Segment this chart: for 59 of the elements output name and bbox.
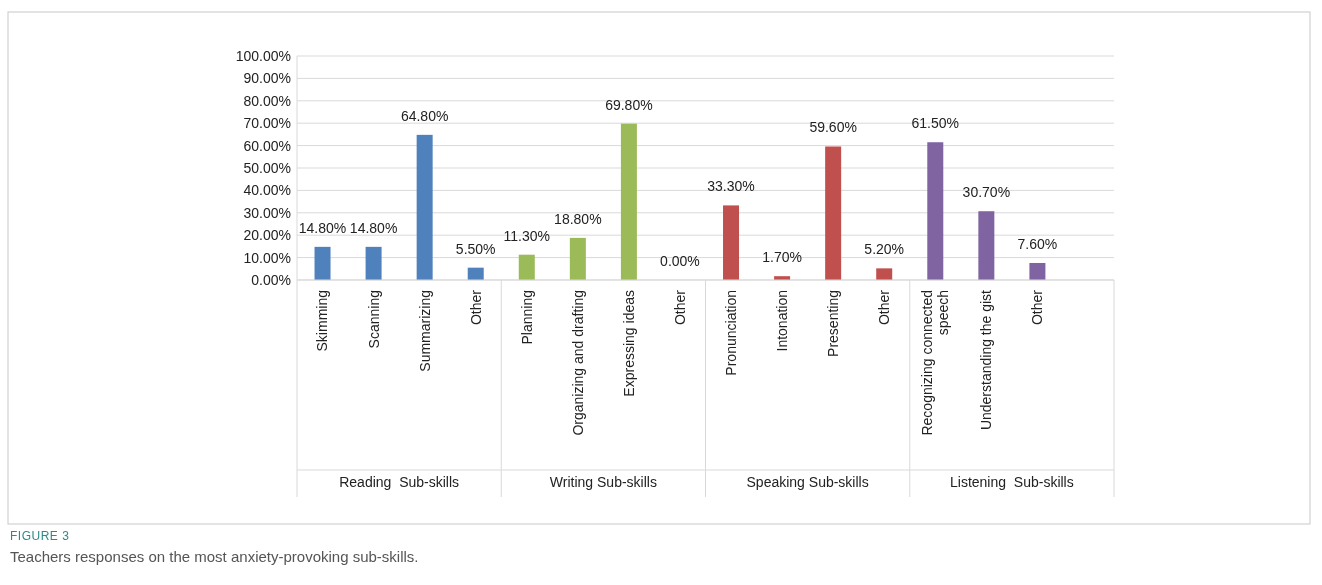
bar: [1029, 262, 1046, 280]
x-tick-label: Organizing and drafting: [569, 290, 586, 436]
data-label: 5.20%: [864, 241, 905, 258]
x-tick-label: Other: [1029, 289, 1046, 326]
x-tick-label: Recognizing connected speech: [919, 290, 951, 436]
x-tick-label: Understanding the gist: [978, 289, 995, 431]
text: Teachers responses on the most anxiety-provoking sub-skills.: [10, 548, 419, 565]
data-label: 64.80%: [400, 107, 449, 124]
x-tick-label: Presenting: [825, 290, 842, 357]
text: Writing Sub-skills: [549, 474, 657, 490]
x-tick-label: Other: [467, 289, 484, 326]
y-tick-label: 30.00%: [243, 204, 291, 221]
x-tick-label: Summarizing: [416, 290, 433, 372]
y-tick-label: 10.00%: [243, 249, 291, 266]
y-tick-label: 50.00%: [243, 159, 291, 176]
x-tick-label: Intonation: [773, 290, 790, 352]
data-label: 18.80%: [554, 210, 602, 227]
bar: [927, 142, 944, 280]
y-tick-label: 100.00%: [235, 47, 291, 64]
data-label: 1.70%: [762, 249, 802, 266]
text: Speaking Sub-skills: [746, 474, 869, 490]
bar: [569, 237, 586, 280]
bar: [518, 254, 535, 280]
data-label: 14.80%: [298, 219, 347, 236]
bar: [876, 268, 893, 280]
y-tick-label: 40.00%: [243, 182, 291, 199]
y-tick-label: 20.00%: [243, 227, 291, 244]
x-tick-label: Scanning: [365, 290, 382, 349]
data-label: 69.80%: [605, 96, 653, 113]
bar: [314, 246, 331, 280]
data-label: 59.60%: [809, 119, 857, 136]
data-label: 30.70%: [962, 184, 1011, 201]
data-label: 0.00%: [660, 253, 700, 269]
data-label: 7.60%: [1017, 235, 1058, 252]
y-tick-label: 0.00%: [251, 271, 291, 288]
bar: [416, 134, 433, 280]
y-tick-label: 70.00%: [243, 115, 291, 132]
bar: [365, 246, 382, 280]
x-tick-label: Other: [876, 289, 893, 326]
bar: [978, 211, 995, 280]
x-tick-label: Skimming: [314, 290, 331, 352]
bar: [825, 146, 842, 280]
y-tick-label: 90.00%: [243, 70, 291, 87]
bar: [723, 205, 740, 280]
x-tick-label: Planning: [518, 290, 535, 345]
y-tick-label: 80.00%: [243, 92, 291, 109]
data-label: 5.50%: [455, 240, 496, 257]
x-tick-label: Pronunciation: [722, 290, 739, 376]
text: Reading Sub-skills: [339, 474, 460, 490]
data-label: 14.80%: [349, 219, 398, 236]
data-label: 11.30%: [503, 227, 551, 244]
x-tick-label: Expressing ideas: [620, 290, 637, 397]
data-label: 61.50%: [911, 115, 960, 132]
text: Listening Sub-skills: [950, 474, 1074, 490]
data-label: 33.30%: [707, 178, 755, 195]
x-tick-label: Other: [671, 289, 688, 326]
bar: [620, 123, 637, 280]
y-tick-label: 60.00%: [243, 137, 291, 154]
text: FIGURE 3: [10, 529, 70, 543]
